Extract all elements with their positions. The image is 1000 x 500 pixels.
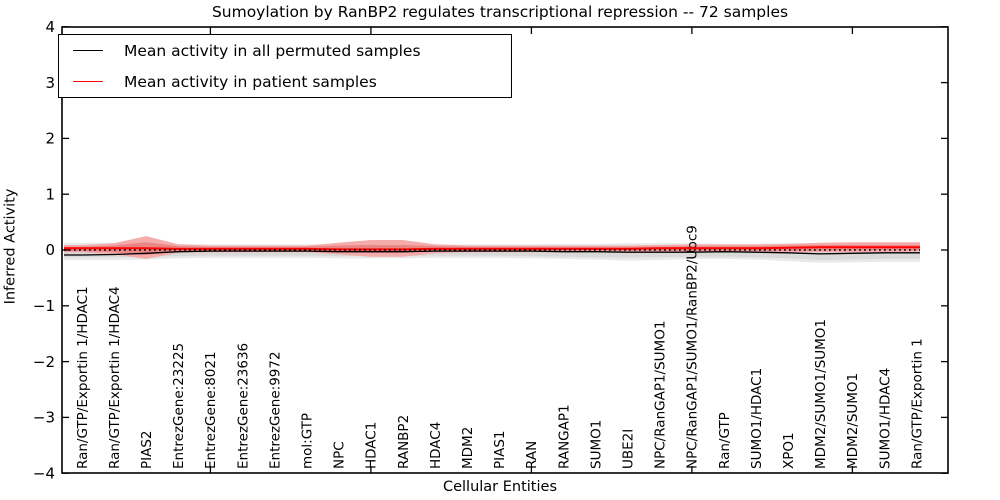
x-category-label: EntrezGene:8021 bbox=[203, 351, 219, 469]
x-category-label: EntrezGene:9972 bbox=[267, 351, 283, 469]
legend-line-sample-patient bbox=[73, 81, 103, 82]
chart-title: Sumoylation by RanBP2 regulates transcri… bbox=[211, 3, 789, 21]
line-permuted-mean bbox=[64, 250, 920, 256]
y-tick-label: 1 bbox=[45, 185, 55, 203]
x-category-label: mol:GTP bbox=[300, 413, 316, 469]
x-category-label: NPC/RanGAP1/SUMO1/RanBP2/Ubc9 bbox=[685, 225, 701, 469]
x-category-label: NPC/RanGAP1/SUMO1 bbox=[653, 321, 669, 469]
legend-entry-patient: Mean activity in patient samples bbox=[59, 66, 511, 97]
y-tick-label: 3 bbox=[45, 74, 55, 92]
y-tick-label: −2 bbox=[33, 353, 55, 371]
y-tick-label: −3 bbox=[33, 409, 55, 427]
x-category-label: EntrezGene:23636 bbox=[235, 343, 251, 469]
y-tick-label: 4 bbox=[45, 18, 55, 36]
x-axis-title: Cellular Entities bbox=[442, 479, 558, 495]
y-tick-label: −4 bbox=[33, 464, 55, 482]
x-category-label: UBE2I bbox=[621, 429, 637, 469]
x-category-label: RAN bbox=[524, 441, 540, 469]
x-category-label: SUMO1/HDAC4 bbox=[877, 368, 893, 469]
x-category-label: RANGAP1 bbox=[556, 404, 572, 469]
legend-label-permuted: Mean activity in all permuted samples bbox=[124, 41, 421, 60]
line-patient-mean bbox=[64, 246, 920, 251]
x-category-label: PIAS2 bbox=[139, 430, 155, 469]
y-tick-label: −1 bbox=[33, 297, 55, 315]
legend-label-patient: Mean activity in patient samples bbox=[124, 72, 377, 91]
y-tick-label: 0 bbox=[45, 241, 55, 259]
x-category-label: XPO1 bbox=[781, 432, 797, 469]
x-category-label: Ran/GTP/Exportin 1/HDAC1 bbox=[75, 286, 91, 469]
x-category-label: EntrezGene:23225 bbox=[171, 343, 187, 469]
x-category-label: PIAS1 bbox=[492, 430, 508, 469]
legend-entry-permuted: Mean activity in all permuted samples bbox=[59, 35, 511, 66]
x-category-label: SUMO1/HDAC1 bbox=[749, 368, 765, 469]
x-category-label: HDAC1 bbox=[364, 422, 380, 469]
x-category-label: NPC bbox=[332, 441, 348, 469]
x-category-label: MDM2/SUMO1/SUMO1 bbox=[813, 319, 829, 469]
x-category-label: Ran/GTP bbox=[717, 412, 733, 469]
y-tick-label: 2 bbox=[45, 130, 55, 148]
y-axis-title: Inferred Activity bbox=[2, 188, 19, 305]
x-category-label: Ran/GTP/Exportin 1 bbox=[909, 338, 925, 469]
x-category-label: SUMO1 bbox=[588, 420, 604, 469]
x-category-label: Ran/GTP/Exportin 1/HDAC4 bbox=[107, 286, 123, 469]
legend-line-sample-permuted bbox=[73, 50, 103, 51]
x-category-label: MDM2 bbox=[460, 427, 476, 469]
x-category-label: MDM2/SUMO1 bbox=[845, 373, 861, 469]
legend: Mean activity in all permuted samples Me… bbox=[58, 34, 512, 98]
x-category-label: HDAC4 bbox=[428, 422, 444, 469]
x-category-label: RANBP2 bbox=[396, 415, 412, 469]
